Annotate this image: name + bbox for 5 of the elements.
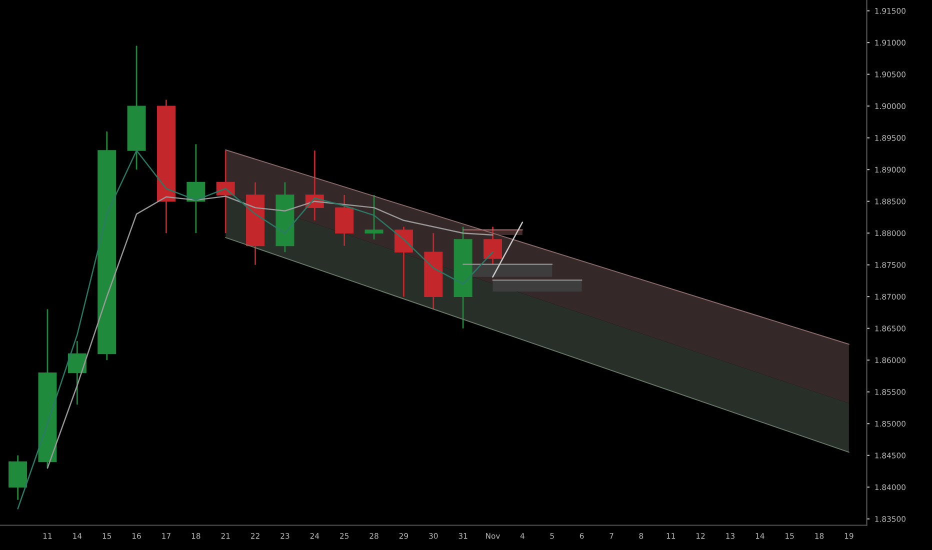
- candlestick: [68, 340, 86, 406]
- candlestick: [216, 150, 235, 234]
- candlestick: [364, 194, 384, 240]
- candlestick: [394, 226, 413, 298]
- candlestick: [483, 226, 502, 266]
